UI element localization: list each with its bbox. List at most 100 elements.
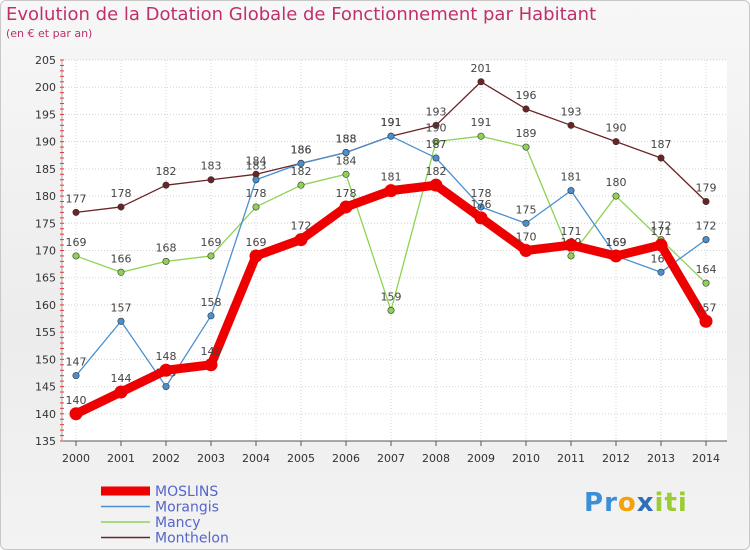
data-label-mancy: 169 bbox=[66, 236, 87, 249]
x-tick-label: 2013 bbox=[647, 452, 675, 465]
data-point-moslins bbox=[654, 238, 668, 252]
data-label-monthelon: 177 bbox=[66, 192, 87, 205]
data-label-morangis: 187 bbox=[426, 138, 447, 151]
data-point-monthelon bbox=[477, 78, 485, 86]
data-label-mancy: 178 bbox=[246, 187, 267, 200]
legend-label-monthelon: Monthelon bbox=[155, 531, 229, 547]
data-label-moslins: 148 bbox=[156, 350, 177, 363]
data-point-monthelon bbox=[612, 138, 620, 146]
data-point-mancy bbox=[117, 268, 125, 276]
data-point-monthelon bbox=[162, 181, 170, 189]
data-point-mancy bbox=[297, 181, 305, 189]
data-label-moslins: 178 bbox=[336, 187, 357, 200]
data-label-mancy: 159 bbox=[381, 290, 402, 303]
data-point-morangis bbox=[297, 159, 305, 167]
data-point-moslins bbox=[114, 385, 128, 399]
y-tick-label: 140 bbox=[35, 408, 56, 421]
legend-label-mancy: Mancy bbox=[155, 515, 201, 531]
data-label-moslins: 172 bbox=[291, 220, 312, 233]
data-point-moslins bbox=[474, 211, 488, 225]
data-point-morangis bbox=[657, 268, 665, 276]
data-point-mancy bbox=[342, 170, 350, 178]
y-tick-label: 150 bbox=[35, 353, 56, 366]
data-point-morangis bbox=[252, 176, 260, 184]
data-label-morangis: 191 bbox=[381, 116, 402, 129]
data-label-moslins: 140 bbox=[66, 394, 87, 407]
data-label-morangis: 188 bbox=[336, 133, 357, 146]
data-label-mancy: 164 bbox=[696, 263, 717, 276]
data-label-moslins: 182 bbox=[426, 165, 447, 178]
data-label-monthelon: 184 bbox=[246, 154, 267, 167]
logo-letter: i bbox=[654, 488, 665, 518]
y-tick-label: 195 bbox=[35, 108, 56, 121]
data-point-mancy bbox=[612, 192, 620, 200]
data-point-moslins bbox=[699, 314, 713, 328]
y-tick-label: 205 bbox=[35, 54, 56, 67]
data-label-mancy: 182 bbox=[291, 165, 312, 178]
y-tick-label: 165 bbox=[35, 272, 56, 285]
data-label-moslins: 169 bbox=[606, 236, 627, 249]
data-point-mancy bbox=[567, 252, 575, 260]
data-point-morangis bbox=[72, 372, 80, 380]
proxiti-logo: Proxiti bbox=[584, 488, 688, 518]
data-label-moslins: 144 bbox=[111, 372, 132, 385]
data-point-morangis bbox=[567, 187, 575, 195]
data-point-moslins bbox=[339, 200, 353, 214]
x-tick-label: 2008 bbox=[422, 452, 450, 465]
x-tick-label: 2012 bbox=[602, 452, 630, 465]
x-tick-label: 2006 bbox=[332, 452, 360, 465]
data-point-monthelon bbox=[117, 203, 125, 211]
logo-letter: i bbox=[677, 488, 688, 518]
data-point-monthelon bbox=[657, 154, 665, 162]
data-point-morangis bbox=[432, 154, 440, 162]
legend-label-moslins: MOSLINS bbox=[155, 484, 218, 500]
data-point-mancy bbox=[522, 143, 530, 151]
data-label-morangis: 181 bbox=[561, 171, 582, 184]
y-tick-label: 135 bbox=[35, 435, 56, 448]
data-label-monthelon: 187 bbox=[651, 138, 672, 151]
data-point-moslins bbox=[204, 358, 218, 372]
data-point-morangis bbox=[117, 317, 125, 325]
data-label-monthelon: 188 bbox=[336, 133, 357, 146]
data-point-morangis bbox=[162, 383, 170, 391]
data-label-monthelon: 193 bbox=[426, 105, 447, 118]
x-tick-label: 2001 bbox=[107, 452, 135, 465]
y-tick-label: 155 bbox=[35, 326, 56, 339]
logo-letter: t bbox=[664, 488, 678, 518]
data-point-morangis bbox=[477, 203, 485, 211]
data-point-monthelon bbox=[702, 198, 710, 206]
chart-title: Evolution de la Dotation Globale de Fonc… bbox=[6, 4, 597, 25]
data-point-mancy bbox=[432, 138, 440, 146]
data-point-mancy bbox=[207, 252, 215, 260]
data-point-monthelon bbox=[432, 121, 440, 129]
x-tick-label: 2011 bbox=[557, 452, 585, 465]
x-tick-label: 2014 bbox=[692, 452, 720, 465]
x-tick-label: 2010 bbox=[512, 452, 540, 465]
data-point-moslins bbox=[69, 407, 83, 421]
data-label-morangis: 169 bbox=[606, 236, 627, 249]
data-label-moslins: 171 bbox=[561, 225, 582, 238]
data-point-monthelon bbox=[72, 208, 80, 216]
x-tick-label: 2002 bbox=[152, 452, 180, 465]
data-label-mancy: 166 bbox=[111, 252, 132, 265]
data-label-morangis: 157 bbox=[111, 301, 132, 314]
data-label-monthelon: 179 bbox=[696, 182, 717, 195]
y-tick-label: 180 bbox=[35, 190, 56, 203]
data-point-mancy bbox=[387, 306, 395, 314]
data-label-mancy: 190 bbox=[426, 122, 447, 135]
data-label-moslins: 157 bbox=[696, 301, 717, 314]
data-point-monthelon bbox=[522, 105, 530, 113]
data-label-mancy: 189 bbox=[516, 127, 537, 140]
data-label-mancy: 191 bbox=[471, 116, 492, 129]
data-point-moslins bbox=[429, 178, 443, 192]
data-label-moslins: 170 bbox=[516, 231, 537, 244]
y-tick-label: 145 bbox=[35, 381, 56, 394]
data-label-monthelon: 182 bbox=[156, 165, 177, 178]
data-label-moslins: 176 bbox=[471, 198, 492, 211]
data-point-monthelon bbox=[567, 121, 575, 129]
data-label-monthelon: 193 bbox=[561, 105, 582, 118]
data-label-morangis: 183 bbox=[246, 160, 267, 173]
data-label-monthelon: 191 bbox=[381, 116, 402, 129]
data-label-monthelon: 196 bbox=[516, 89, 537, 102]
data-point-moslins bbox=[519, 244, 533, 257]
